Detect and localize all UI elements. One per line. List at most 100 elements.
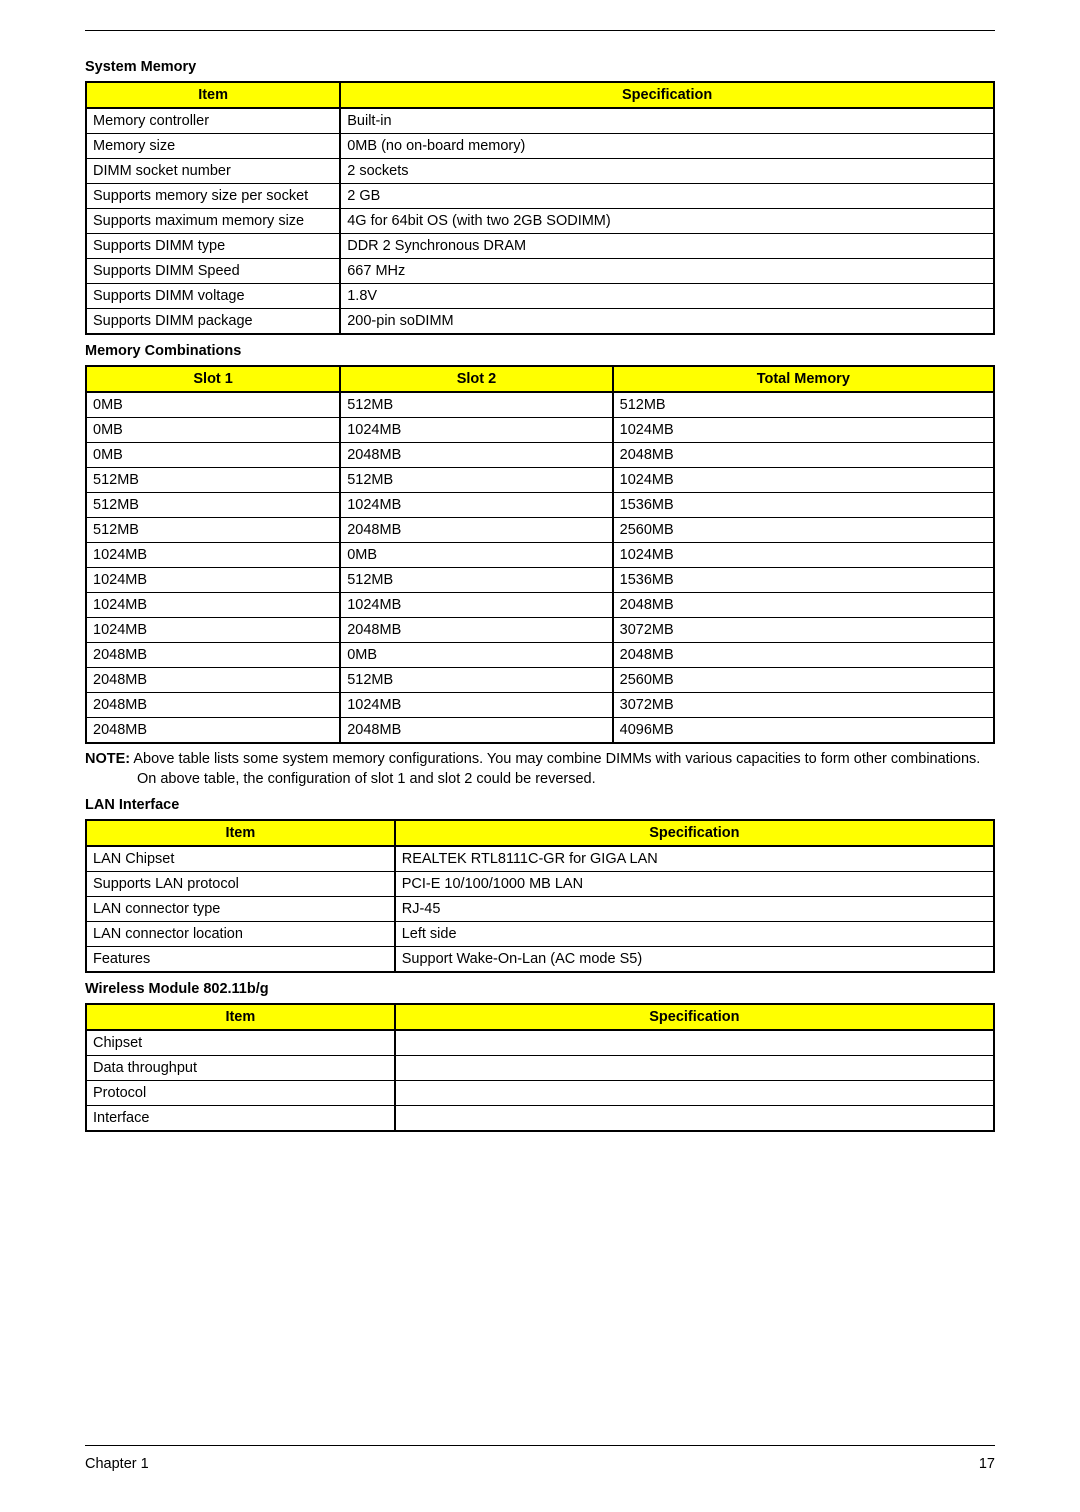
table-cell: 0MB xyxy=(86,443,340,468)
table-cell: LAN connector type xyxy=(86,897,395,922)
th-item: Item xyxy=(86,1004,395,1030)
footer-page-number: 17 xyxy=(979,1456,995,1472)
table-row: Chipset xyxy=(86,1030,994,1056)
table-row: 2048MB2048MB4096MB xyxy=(86,718,994,744)
table-row: Memory controllerBuilt-in xyxy=(86,108,994,134)
table-row: LAN connector locationLeft side xyxy=(86,922,994,947)
table-row: 512MB512MB1024MB xyxy=(86,468,994,493)
table-cell: 2048MB xyxy=(340,518,612,543)
table-cell: 0MB xyxy=(86,392,340,418)
table-cell xyxy=(395,1056,994,1081)
table-cell: 512MB xyxy=(340,392,612,418)
page: System Memory Item Specification Memory … xyxy=(0,0,1080,1512)
table-cell: 0MB xyxy=(86,418,340,443)
note-text: NOTE: Above table lists some system memo… xyxy=(85,750,995,789)
table-cell: 512MB xyxy=(340,568,612,593)
table-cell xyxy=(395,1081,994,1106)
table-system-memory: Item Specification Memory controllerBuil… xyxy=(85,81,995,335)
table-row: Supports LAN protocolPCI-E 10/100/1000 M… xyxy=(86,872,994,897)
table-cell: 1024MB xyxy=(340,593,612,618)
top-rule xyxy=(85,30,995,31)
footer-chapter: Chapter 1 xyxy=(85,1456,149,1472)
section-title-sysmem: System Memory xyxy=(85,59,995,75)
th-item: Item xyxy=(86,82,340,108)
table-cell: 1.8V xyxy=(340,284,994,309)
table-row: Interface xyxy=(86,1106,994,1132)
table-row: 0MB1024MB1024MB xyxy=(86,418,994,443)
table-row: Supports DIMM package200-pin soDIMM xyxy=(86,309,994,335)
table-cell: Built-in xyxy=(340,108,994,134)
table-cell xyxy=(395,1106,994,1132)
table-cell: 1024MB xyxy=(340,693,612,718)
table-cell: Support Wake-On-Lan (AC mode S5) xyxy=(395,947,994,973)
th-spec: Specification xyxy=(395,820,994,846)
table-cell: 4G for 64bit OS (with two 2GB SODIMM) xyxy=(340,209,994,234)
table-row: 2048MB1024MB3072MB xyxy=(86,693,994,718)
table-row: Supports DIMM typeDDR 2 Synchronous DRAM xyxy=(86,234,994,259)
table-cell: 512MB xyxy=(86,518,340,543)
table-row: Supports memory size per socket2 GB xyxy=(86,184,994,209)
table-row: 0MB512MB512MB xyxy=(86,392,994,418)
page-footer: Chapter 1 17 xyxy=(85,1445,995,1472)
table-cell: Supports LAN protocol xyxy=(86,872,395,897)
table-cell: Supports DIMM package xyxy=(86,309,340,335)
th-total: Total Memory xyxy=(613,366,994,392)
table-cell xyxy=(395,1030,994,1056)
table-row: 1024MB0MB1024MB xyxy=(86,543,994,568)
table-cell: 2048MB xyxy=(340,718,612,744)
table-cell: 1024MB xyxy=(86,543,340,568)
table-cell: 0MB (no on-board memory) xyxy=(340,134,994,159)
table-row: 1024MB2048MB3072MB xyxy=(86,618,994,643)
table-cell: Interface xyxy=(86,1106,395,1132)
table-cell: DDR 2 Synchronous DRAM xyxy=(340,234,994,259)
table-cell: Features xyxy=(86,947,395,973)
table-cell: 2048MB xyxy=(86,668,340,693)
table-cell: 1024MB xyxy=(340,493,612,518)
table-row: 512MB1024MB1536MB xyxy=(86,493,994,518)
table-cell: DIMM socket number xyxy=(86,159,340,184)
table-row: Data throughput xyxy=(86,1056,994,1081)
table-row: 1024MB1024MB2048MB xyxy=(86,593,994,618)
table-cell: 2048MB xyxy=(340,443,612,468)
table-cell: 2048MB xyxy=(86,693,340,718)
table-cell: 2560MB xyxy=(613,668,994,693)
th-slot2: Slot 2 xyxy=(340,366,612,392)
table-cell: 2048MB xyxy=(86,643,340,668)
table-cell: 2048MB xyxy=(613,593,994,618)
table-cell: 2 sockets xyxy=(340,159,994,184)
note-body: Above table lists some system memory con… xyxy=(133,751,980,787)
table-row: 1024MB512MB1536MB xyxy=(86,568,994,593)
table-cell: 2 GB xyxy=(340,184,994,209)
table-cell: Left side xyxy=(395,922,994,947)
table-cell: PCI-E 10/100/1000 MB LAN xyxy=(395,872,994,897)
table-cell: 2560MB xyxy=(613,518,994,543)
table-cell: Supports maximum memory size xyxy=(86,209,340,234)
table-row: 0MB2048MB2048MB xyxy=(86,443,994,468)
table-row: 2048MB512MB2560MB xyxy=(86,668,994,693)
table-cell: 3072MB xyxy=(613,693,994,718)
table-cell: 1536MB xyxy=(613,568,994,593)
table-row: Memory size0MB (no on-board memory) xyxy=(86,134,994,159)
table-cell: Supports memory size per socket xyxy=(86,184,340,209)
table-cell: Memory size xyxy=(86,134,340,159)
table-cell: 1024MB xyxy=(613,543,994,568)
table-cell: 1024MB xyxy=(340,418,612,443)
note-label: NOTE: xyxy=(85,751,130,767)
table-cell: 1024MB xyxy=(86,568,340,593)
table-row: LAN ChipsetREALTEK RTL8111C-GR for GIGA … xyxy=(86,846,994,872)
table-row: DIMM socket number2 sockets xyxy=(86,159,994,184)
table-wireless-module: Item Specification ChipsetData throughpu… xyxy=(85,1003,995,1132)
table-cell: Supports DIMM voltage xyxy=(86,284,340,309)
table-cell: 3072MB xyxy=(613,618,994,643)
th-spec: Specification xyxy=(340,82,994,108)
th-spec: Specification xyxy=(395,1004,994,1030)
table-row: Supports DIMM voltage1.8V xyxy=(86,284,994,309)
table-row: 512MB2048MB2560MB xyxy=(86,518,994,543)
table-row: FeaturesSupport Wake-On-Lan (AC mode S5) xyxy=(86,947,994,973)
table-lan-interface: Item Specification LAN ChipsetREALTEK RT… xyxy=(85,819,995,973)
table-cell: 512MB xyxy=(86,468,340,493)
section-title-wifi: Wireless Module 802.11b/g xyxy=(85,981,995,997)
th-item: Item xyxy=(86,820,395,846)
table-cell: 2048MB xyxy=(340,618,612,643)
section-title-memcomb: Memory Combinations xyxy=(85,343,995,359)
